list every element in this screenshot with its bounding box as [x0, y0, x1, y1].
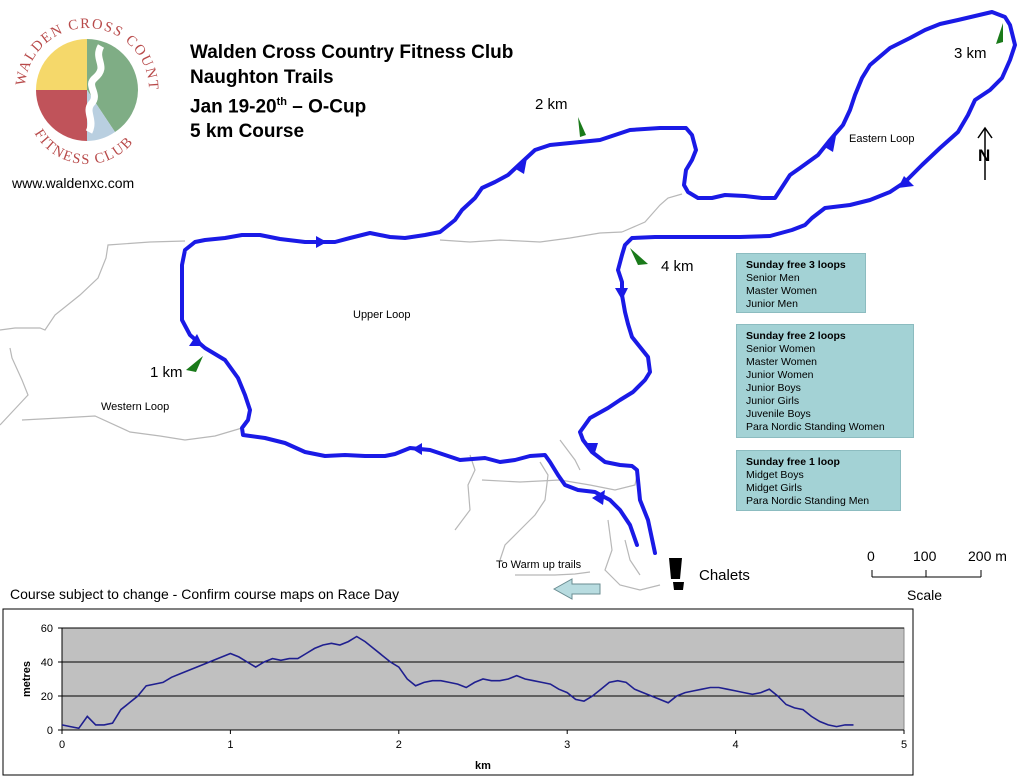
loop-box-3-loops: Sunday free 3 loops Senior Men Master Wo…	[736, 253, 866, 313]
x-tick-label: 4	[733, 739, 739, 751]
loop-category: Master Women	[746, 285, 817, 297]
loop-category: Midget Boys	[746, 469, 804, 481]
trail	[515, 571, 591, 576]
scale-label: Scale	[907, 587, 943, 603]
trail	[21, 415, 243, 441]
direction-arrow	[823, 136, 836, 152]
x-tick-label: 1	[227, 739, 233, 751]
loop-category: Senior Women	[746, 343, 816, 355]
km-marker-flag	[630, 248, 648, 265]
north-label: N	[978, 146, 991, 165]
north-arrow-icon	[977, 126, 993, 180]
x-tick-label: 0	[59, 739, 65, 751]
direction-arrow	[514, 158, 527, 174]
loop-category: Midget Girls	[746, 482, 803, 494]
trail	[0, 240, 186, 331]
course-line	[180, 10, 1017, 555]
western-loop-label: Western Loop	[101, 401, 170, 413]
loop-category: Para Nordic Standing Women	[746, 421, 885, 433]
km-label-2: 2 km	[535, 96, 568, 113]
x-tick-label: 3	[564, 739, 570, 751]
elevation-profile-chart: 0 20 40 60 0 1 2 3 4 5 km metres	[2, 608, 914, 776]
loop-category: Junior Men	[746, 298, 798, 310]
map-title: Walden Cross Country Fitness Club Naught…	[190, 40, 513, 144]
y-tick-label: 40	[41, 657, 53, 669]
direction-arrow	[316, 236, 327, 248]
direction-arrows	[189, 136, 914, 505]
trail	[439, 231, 623, 243]
upper-loop-label: Upper Loop	[353, 309, 411, 321]
direction-arrow	[586, 443, 598, 456]
course-route	[180, 10, 1017, 555]
background-trails	[0, 193, 683, 591]
direction-arrow	[898, 176, 914, 188]
km-label-1: 1 km	[150, 364, 183, 381]
loop-box-title: Sunday free 3 loops	[746, 259, 846, 271]
km-label-3: 3 km	[954, 45, 987, 62]
scale-tick-200: 200 m	[968, 548, 1007, 564]
direction-arrow	[592, 490, 605, 505]
loop-category: Master Women	[746, 356, 817, 368]
x-axis-label: km	[475, 760, 491, 772]
km-marker-flag	[578, 117, 586, 137]
direction-arrow	[412, 443, 422, 455]
elevation-series-line	[61, 635, 854, 730]
chalets-label: Chalets	[699, 567, 750, 584]
direction-arrow	[189, 334, 203, 346]
x-tick-label: 2	[396, 739, 402, 751]
warmup-label: To Warm up trails	[496, 559, 582, 571]
course-change-note: Course subject to change - Confirm cours…	[10, 586, 400, 602]
trail	[624, 539, 641, 576]
trail	[559, 439, 581, 471]
loop-category: Juvenile Boys	[746, 408, 811, 420]
loop-category: Junior Boys	[746, 382, 801, 394]
trail	[499, 461, 549, 561]
loop-category: Junior Women	[746, 369, 814, 381]
x-tick-label: 5	[901, 739, 907, 751]
trail	[604, 519, 661, 591]
chalets-icon	[669, 558, 684, 590]
loop-box-2-loops: Sunday free 2 loops Senior Women Master …	[736, 324, 914, 438]
y-tick-label: 20	[41, 691, 53, 703]
trail	[481, 469, 639, 491]
loop-box-title: Sunday free 1 loop	[746, 456, 840, 468]
eastern-loop-label: Eastern Loop	[849, 133, 915, 145]
title-line-1: Walden Cross Country Fitness Club	[190, 42, 514, 63]
y-tick-label: 60	[41, 623, 53, 635]
km-marker-flag	[996, 23, 1003, 44]
title-line-3: Jan 19-20th – O-Cup	[190, 96, 367, 118]
trail	[621, 193, 683, 233]
loop-box-title: Sunday free 2 loops	[746, 330, 846, 342]
trail	[454, 454, 476, 531]
direction-arrow	[615, 288, 628, 300]
title-line-4: 5 km Course	[190, 121, 305, 143]
course-map	[0, 10, 1017, 600]
km-label-4: 4 km	[661, 258, 694, 275]
km-marker-flags	[186, 23, 1003, 372]
y-tick-label: 0	[47, 725, 53, 737]
km-marker-flag	[186, 356, 203, 372]
warmup-arrow-icon[interactable]	[552, 578, 601, 600]
loop-category: Junior Girls	[746, 395, 800, 407]
loop-category: Para Nordic Standing Men	[746, 495, 870, 507]
scale-tick-100: 100	[913, 548, 937, 564]
scale-bar	[871, 570, 982, 578]
trail	[0, 347, 29, 426]
title-line-2: Naughton Trails	[190, 67, 334, 88]
loop-box-1-loop: Sunday free 1 loop Midget Boys Midget Gi…	[736, 450, 901, 511]
website-link[interactable]: www.waldenxc.com	[12, 175, 135, 191]
club-logo: WALDEN CROSS COUNTRY FITNESS CLUB	[5, 8, 160, 168]
loop-category: Senior Men	[746, 272, 800, 284]
y-axis-label: metres	[21, 661, 33, 697]
scale-tick-0: 0	[867, 548, 875, 564]
